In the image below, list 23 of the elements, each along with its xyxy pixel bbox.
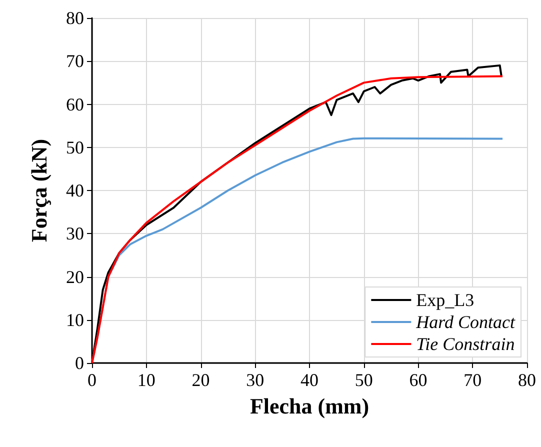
y-tick-label: 50 [66,137,84,158]
y-tick-label: 0 [75,353,84,373]
x-tick-label: 10 [137,370,156,390]
legend-label: Tie Constrain [416,334,515,354]
x-tick-label: 0 [88,370,96,390]
x-tick-label: 60 [409,370,428,390]
x-tick-label: 80 [518,370,536,390]
y-tick-label: 40 [66,180,84,200]
x-tick-label: 40 [300,370,318,390]
y-axis-title: Força (kN) [26,138,52,242]
x-tick-label: 70 [464,370,482,390]
y-tick-label: 20 [66,266,84,287]
y-tick-label: 30 [66,224,84,244]
y-tick-label: 80 [66,8,84,28]
y-tick-label: 60 [66,94,84,114]
x-tick-label: 20 [192,370,210,390]
y-tick-label: 70 [66,51,84,72]
x-tick-label: 30 [246,370,264,390]
legend-label: Exp_L3 [416,290,474,310]
legend-label: Hard Contact [415,312,516,332]
y-tick-label: 10 [66,310,84,330]
x-tick-label: 50 [354,370,373,390]
x-axis-title: Flecha (mm) [250,394,370,418]
